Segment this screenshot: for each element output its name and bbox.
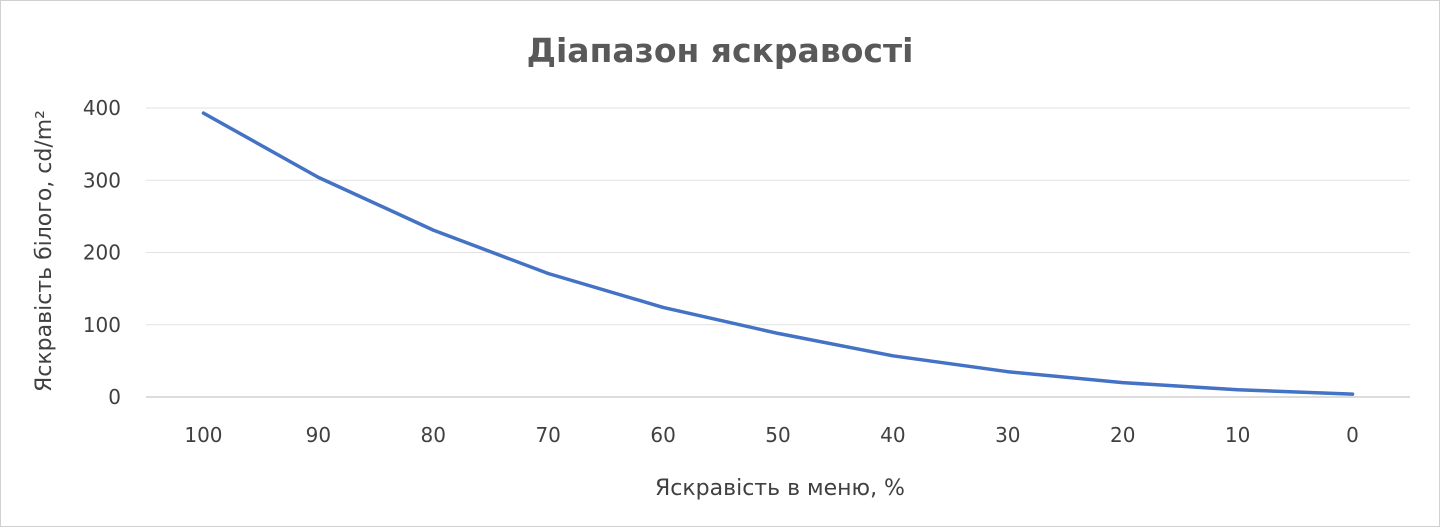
series-line [201, 111, 1355, 396]
x-tick-label: 40 [880, 423, 905, 447]
data-point [431, 228, 435, 232]
gridlines [146, 107, 1410, 398]
y-tick-label: 400 [83, 96, 121, 120]
y-tick-label: 200 [83, 241, 121, 265]
data-point [891, 354, 895, 358]
x-tick-label: 0 [1346, 423, 1359, 447]
chart-title: Діапазон яскравості [527, 31, 914, 70]
y-axis-ticks: 0 100 200 300 400 [83, 96, 121, 409]
data-point [776, 331, 780, 336]
data-point [1350, 392, 1355, 396]
x-axis-ticks: 100 90 80 70 60 50 40 30 20 10 0 [184, 423, 1359, 447]
x-tick-label: 70 [535, 423, 560, 447]
y-axis-title: Яскравість білого, cd/m² [32, 110, 57, 392]
data-point [316, 175, 320, 179]
x-tick-label: 80 [421, 423, 446, 447]
x-tick-label: 60 [650, 423, 675, 447]
y-tick-label: 0 [108, 385, 121, 409]
y-tick-label: 100 [83, 313, 121, 337]
x-tick-label: 10 [1225, 423, 1250, 447]
y-tick-label: 300 [83, 168, 121, 192]
x-tick-label: 100 [184, 423, 222, 447]
x-tick-label: 90 [306, 423, 331, 447]
data-point [1236, 388, 1240, 392]
data-point [201, 111, 206, 115]
data-point [1121, 380, 1125, 385]
x-axis-title: Яскравість в меню, % [655, 476, 905, 501]
x-tick-label: 50 [765, 423, 790, 447]
data-point [546, 271, 550, 276]
x-tick-label: 20 [1110, 423, 1135, 447]
data-point [661, 305, 665, 310]
data-point [1006, 370, 1010, 374]
series-layer [201, 111, 1355, 396]
x-tick-label: 30 [995, 423, 1020, 447]
